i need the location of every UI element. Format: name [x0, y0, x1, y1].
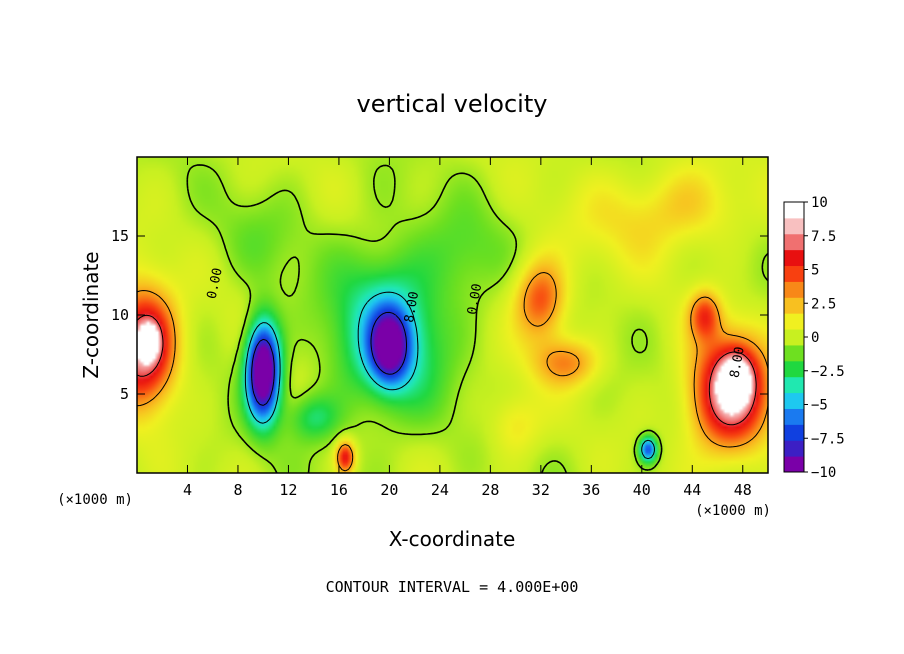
colorbar: 10 7.5 5 2.5 0 −2.5 −5 −7.5 −10 [783, 195, 845, 481]
colorbar-swatch [784, 360, 804, 378]
x-unit-left: (×1000 m) [57, 492, 133, 508]
colorbar-swatch [784, 392, 804, 409]
x-unit-right: (×1000 m) [695, 503, 771, 519]
colorbar-swatch [784, 424, 804, 441]
y-tick-label: 5 [120, 385, 129, 403]
velocity-heatmap [137, 157, 768, 473]
colorbar-tick-label: 7.5 [811, 229, 836, 245]
colorbar-swatches [784, 202, 804, 473]
y-tick-label: 10 [111, 306, 129, 324]
colorbar-swatch [784, 313, 804, 330]
x-axis-label: X-coordinate [389, 527, 516, 551]
colorbar-tick-label: 2.5 [811, 296, 836, 312]
plot-area: 0.00 8.00 0.00 8.00 [136, 156, 769, 474]
contour-level-line [186, 164, 769, 474]
x-tick-label: 24 [431, 481, 449, 499]
contour-label: 8.00 [728, 346, 748, 379]
colorbar-swatch [784, 249, 804, 267]
colorbar-swatch [784, 217, 804, 235]
colorbar-swatch [784, 265, 804, 282]
colorbar-tick-label: 5 [811, 263, 819, 279]
contour-interval-note: CONTOUR INTERVAL = 4.000E+00 [326, 578, 579, 596]
contour-labels: 0.00 8.00 0.00 8.00 [205, 267, 748, 380]
colorbar-swatch [784, 376, 804, 394]
colorbar-swatch [784, 329, 804, 346]
colorbar-tick-label: −10 [811, 465, 836, 481]
contour-label: 8.00 [402, 290, 422, 323]
contour-lines [136, 164, 769, 474]
x-tick-label: 4 [183, 481, 192, 499]
contour-level-line [251, 311, 407, 406]
contour-level-line [136, 314, 757, 426]
y-axis-ticks: 5 10 15 [111, 227, 768, 403]
contour-level-line [136, 272, 769, 472]
colorbar-swatch [784, 202, 804, 219]
contour-label: 0.00 [205, 267, 226, 301]
colorbar-swatch [784, 440, 804, 457]
contour-label: 0.00 [465, 282, 485, 315]
contour-level-line [244, 291, 655, 460]
colorbar-swatch [784, 233, 804, 251]
x-tick-label: 12 [279, 481, 297, 499]
colorbar-tick-label: −7.5 [811, 431, 845, 447]
x-tick-label: 8 [233, 481, 242, 499]
colorbar-swatch [784, 297, 804, 314]
x-axis-ticks: 4 8 12 16 20 24 28 32 36 40 44 48 [183, 157, 752, 499]
colorbar-tick-label: −2.5 [811, 364, 845, 380]
colorbar-tick-label: 0 [811, 330, 819, 346]
x-tick-label: 20 [380, 481, 398, 499]
x-tick-label: 36 [582, 481, 600, 499]
colorbar-ticks: 10 7.5 5 2.5 0 −2.5 −5 −7.5 −10 [804, 195, 845, 481]
x-tick-label: 44 [683, 481, 701, 499]
colorbar-swatch [784, 281, 804, 298]
x-tick-label: 28 [481, 481, 499, 499]
chart-title: vertical velocity [357, 90, 548, 118]
colorbar-tick-label: −5 [811, 398, 828, 414]
x-tick-label: 16 [330, 481, 348, 499]
colorbar-tick-label: 10 [811, 195, 828, 211]
x-tick-label: 32 [532, 481, 550, 499]
x-tick-label: 40 [633, 481, 651, 499]
y-tick-label: 15 [111, 227, 129, 245]
x-tick-label: 48 [734, 481, 752, 499]
colorbar-swatch [784, 344, 804, 362]
y-axis-label: Z-coordinate [79, 251, 103, 378]
colorbar-swatch [784, 408, 804, 425]
colorbar-swatch [784, 456, 804, 473]
